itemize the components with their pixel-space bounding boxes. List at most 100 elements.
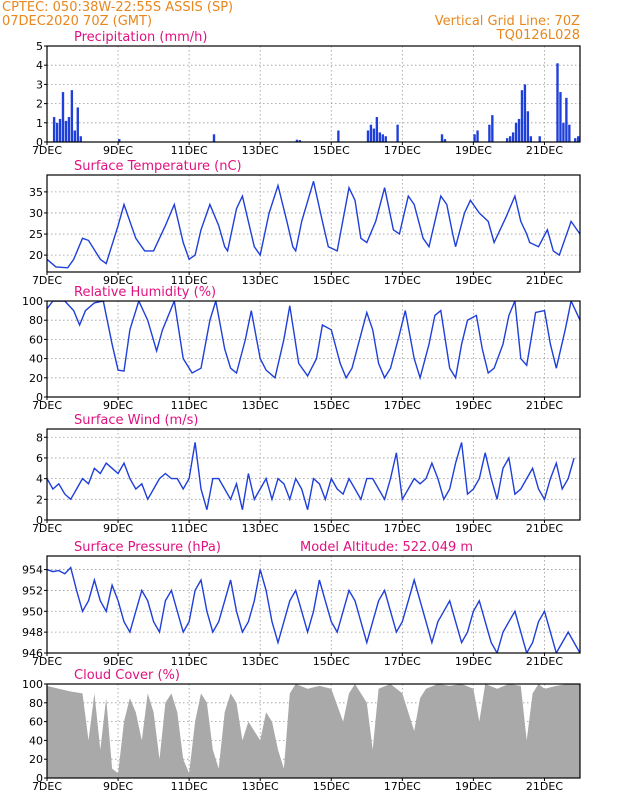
y-tick-label: 8	[36, 431, 43, 444]
y-tick-label: 20	[29, 249, 43, 262]
x-tick-label: 19DEC	[455, 522, 492, 535]
y-tick-label: 2	[36, 98, 43, 111]
precip-bar	[58, 118, 62, 142]
precip-bar	[52, 117, 56, 142]
temp-panel: 20 25 30 35 7DEC 9DEC 11DEC 13DEC 15DEC 17DEC 19DE…	[29, 159, 581, 287]
rh-panel: 0 20 40 60 80 100 7DEC 9DEC 11DEC 13DEC 15DEC 17DEC…	[22, 285, 581, 412]
x-tick-label: 21DEC	[526, 655, 563, 668]
precip-panel: 0 1 2 3 4 5 7DEC 9DEC 11DEC 13DEC 15DEC 17DEC 19DEC 2…	[32, 30, 581, 157]
y-tick-label: 30	[29, 207, 43, 220]
x-tick-label: 19DEC	[455, 399, 492, 412]
rh-frame	[46, 300, 581, 398]
x-tick-label: 7DEC	[32, 655, 62, 668]
x-tick-label: 19DEC	[455, 655, 492, 668]
cloud-title: Cloud Cover (%)	[74, 668, 180, 683]
precip-bar	[118, 139, 121, 142]
rh-series	[47, 301, 580, 381]
x-tick-label: 11DEC	[171, 780, 208, 793]
x-tick-label: 9DEC	[103, 655, 133, 668]
precip-bar	[529, 136, 533, 142]
precip-bar	[508, 136, 512, 142]
precip-bar	[295, 139, 299, 142]
x-tick-label: 17DEC	[384, 144, 421, 157]
precip-bar	[64, 120, 68, 142]
cloud-cover-area	[47, 684, 580, 778]
y-tick-label: 4	[36, 59, 43, 72]
x-tick-label: 9DEC	[103, 144, 133, 157]
precip-bar	[337, 130, 340, 142]
cloud-frame	[46, 683, 581, 779]
precip-bar	[526, 111, 530, 142]
x-tick-label: 21DEC	[526, 399, 563, 412]
precip-bar	[476, 130, 479, 142]
wind-title: Surface Wind (m/s)	[74, 413, 198, 428]
x-tick-label: 13DEC	[242, 144, 279, 157]
y-tick-label: 0	[36, 391, 43, 404]
precip-bar	[473, 134, 476, 142]
precip-bar	[70, 90, 74, 142]
x-tick-label: 7DEC	[32, 522, 62, 535]
y-tick-label: 60	[29, 333, 43, 346]
x-tick-label: 13DEC	[242, 655, 279, 668]
y-tick-label: 1	[36, 117, 43, 130]
x-tick-label: 13DEC	[242, 522, 279, 535]
x-tick-label: 15DEC	[313, 274, 350, 287]
pressure-title: Surface Pressure (hPa)	[74, 540, 221, 555]
precip-bar	[568, 124, 571, 142]
pressure-panel: 946 948 950 952 954 7DEC 9DEC 11DEC 13DEC 15DEC 17…	[22, 540, 581, 668]
precip-bar	[577, 136, 580, 142]
x-tick-label: 15DEC	[313, 399, 350, 412]
precip-bar	[517, 118, 521, 142]
header-date: 07DEC2020 70Z (GMT)	[2, 14, 152, 29]
x-tick-label: 19DEC	[455, 274, 492, 287]
x-tick-label: 21DEC	[526, 780, 563, 793]
y-tick-label: 2	[36, 493, 43, 506]
precip-bar	[538, 136, 541, 142]
precip-bar	[440, 134, 444, 142]
x-tick-label: 17DEC	[384, 522, 421, 535]
y-tick-label: 950	[22, 605, 43, 618]
header-location: CPTEC: 050:38W-22:55S ASSIS (SP)	[2, 0, 233, 15]
precip-bar	[511, 132, 515, 142]
x-tick-label: 19DEC	[455, 144, 492, 157]
precip-bar	[396, 124, 399, 142]
x-tick-label: 17DEC	[384, 655, 421, 668]
y-tick-label: 40	[29, 353, 43, 366]
precip-bar	[73, 130, 77, 142]
x-tick-label: 7DEC	[32, 274, 62, 287]
precip-bar	[491, 115, 494, 142]
wind-panel: 0 2 4 6 8 7DEC 9DEC 11DEC 13DEC 15DEC 17DEC 19DEC 21…	[32, 413, 581, 535]
precip-bar	[366, 130, 370, 142]
x-tick-label: 15DEC	[313, 522, 350, 535]
pressure-frame	[46, 555, 581, 654]
x-tick-label: 21DEC	[526, 522, 563, 535]
x-tick-label: 15DEC	[313, 655, 350, 668]
temp-series	[47, 181, 580, 269]
precip-bar	[443, 139, 447, 142]
x-tick-label: 11DEC	[171, 399, 208, 412]
precip-bar	[76, 107, 79, 142]
y-tick-label: 20	[29, 753, 43, 766]
y-tick-label: 0	[36, 136, 43, 149]
precip-title: Precipitation (mm/h)	[74, 30, 207, 45]
y-tick-label: 948	[22, 626, 43, 639]
x-tick-label: 9DEC	[103, 274, 133, 287]
precip-bar	[381, 134, 384, 142]
cloud-series	[47, 684, 580, 778]
temp-frame	[46, 174, 581, 273]
x-tick-label: 15DEC	[313, 144, 350, 157]
precip-bar	[67, 117, 71, 142]
y-tick-label: 25	[29, 228, 43, 241]
precip-bar	[562, 122, 565, 142]
y-tick-label: 35	[29, 186, 43, 199]
y-tick-label: 80	[29, 314, 43, 327]
precip-bar	[212, 134, 216, 142]
wind-frame	[46, 428, 581, 521]
x-tick-label: 13DEC	[242, 274, 279, 287]
y-tick-label: 4	[36, 473, 43, 486]
precip-bar	[556, 63, 559, 142]
precip-bar	[79, 136, 82, 142]
x-tick-label: 19DEC	[455, 780, 492, 793]
y-tick-label: 6	[36, 452, 43, 465]
